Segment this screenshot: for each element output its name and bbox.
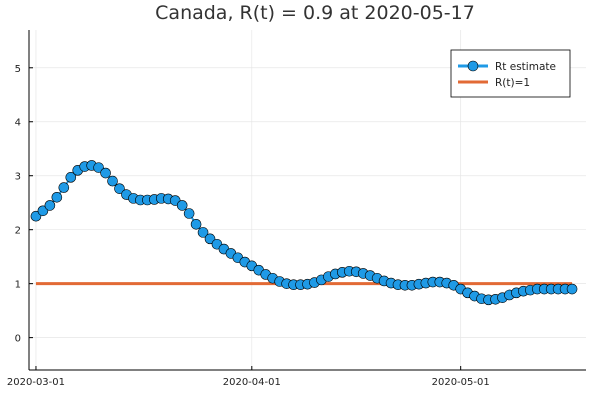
rt-point-1 <box>37 205 49 217</box>
legend-label-rt-estimate: Rt estimate <box>495 61 556 73</box>
axes <box>28 30 586 371</box>
y-tick-label-3: 3 <box>15 172 21 183</box>
chart-title: Canada, R(t) = 0.9 at 2020-05-17 <box>155 2 475 24</box>
y-tick-label-1: 1 <box>15 280 21 291</box>
rt-point-3 <box>51 192 63 203</box>
series-layer <box>30 160 578 306</box>
y-tick-label-0: 0 <box>15 334 21 345</box>
y-tick-label-4: 4 <box>15 118 21 129</box>
rt-point-4 <box>58 182 70 193</box>
x-tick-label-1: 2020-04-01 <box>223 377 281 388</box>
x-tick-label-0: 2020-03-01 <box>7 377 65 388</box>
rt-point-77 <box>566 283 578 295</box>
rt-point-2 <box>44 200 56 211</box>
rt-point-11 <box>107 175 118 187</box>
legend: Rt estimate R(t)=1 <box>450 49 571 98</box>
rt-point-12 <box>114 183 125 194</box>
rt-point-5 <box>65 172 77 183</box>
rt-point-0 <box>30 210 42 222</box>
y-axis-ticks: 0 1 2 3 4 5 <box>15 64 33 345</box>
rt-point-21 <box>176 200 188 211</box>
legend-marker-rt-estimate <box>467 60 479 72</box>
rt-point-25 <box>204 233 216 245</box>
x-tick-label-2: 2020-05-01 <box>432 377 490 388</box>
rt-point-23 <box>190 218 202 230</box>
y-tick-label-2: 2 <box>15 226 21 237</box>
legend-label-rt-one: R(t)=1 <box>495 77 530 89</box>
rt-point-9 <box>93 162 104 173</box>
rt-point-22 <box>183 208 195 219</box>
x-axis-ticks: 2020-03-01 2020-04-01 2020-05-01 <box>7 366 490 388</box>
rt-point-10 <box>100 167 111 179</box>
rt-point-24 <box>197 227 209 238</box>
legend-box <box>450 49 571 98</box>
y-tick-label-5: 5 <box>15 64 21 75</box>
